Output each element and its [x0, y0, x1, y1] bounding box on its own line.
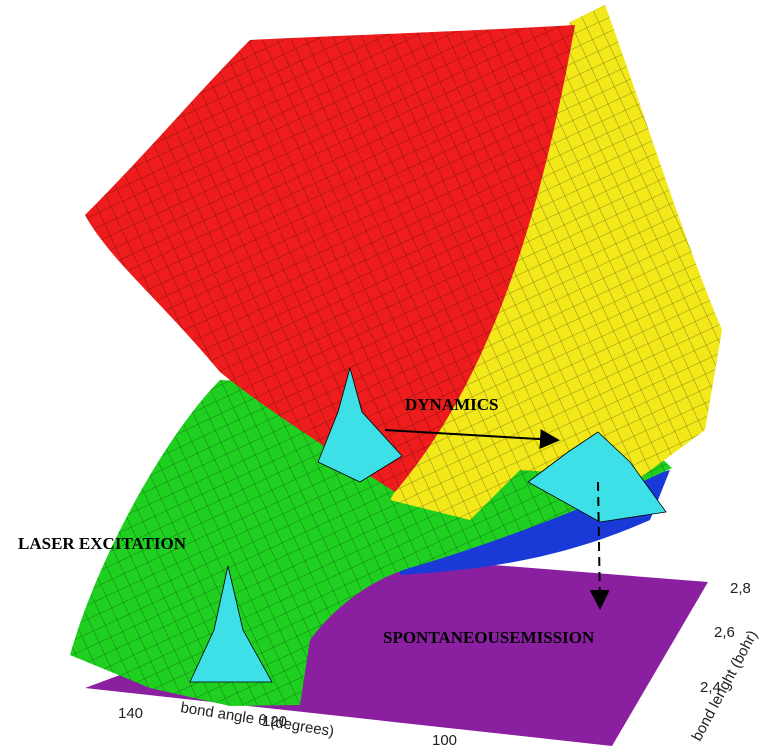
length-tick: 2,6: [714, 624, 735, 641]
diagram: DYNAMICS LASER EXCITATION SPONTANEOUSEMI…: [0, 0, 774, 747]
laser-label: LASER EXCITATION: [18, 534, 187, 553]
length-tick: 2,8: [730, 580, 751, 597]
emission-label: SPONTANEOUSEMISSION: [383, 628, 595, 647]
dynamics-label: DYNAMICS: [405, 395, 499, 414]
angle-tick: 140: [118, 705, 143, 722]
angle-tick: 100: [432, 732, 457, 747]
